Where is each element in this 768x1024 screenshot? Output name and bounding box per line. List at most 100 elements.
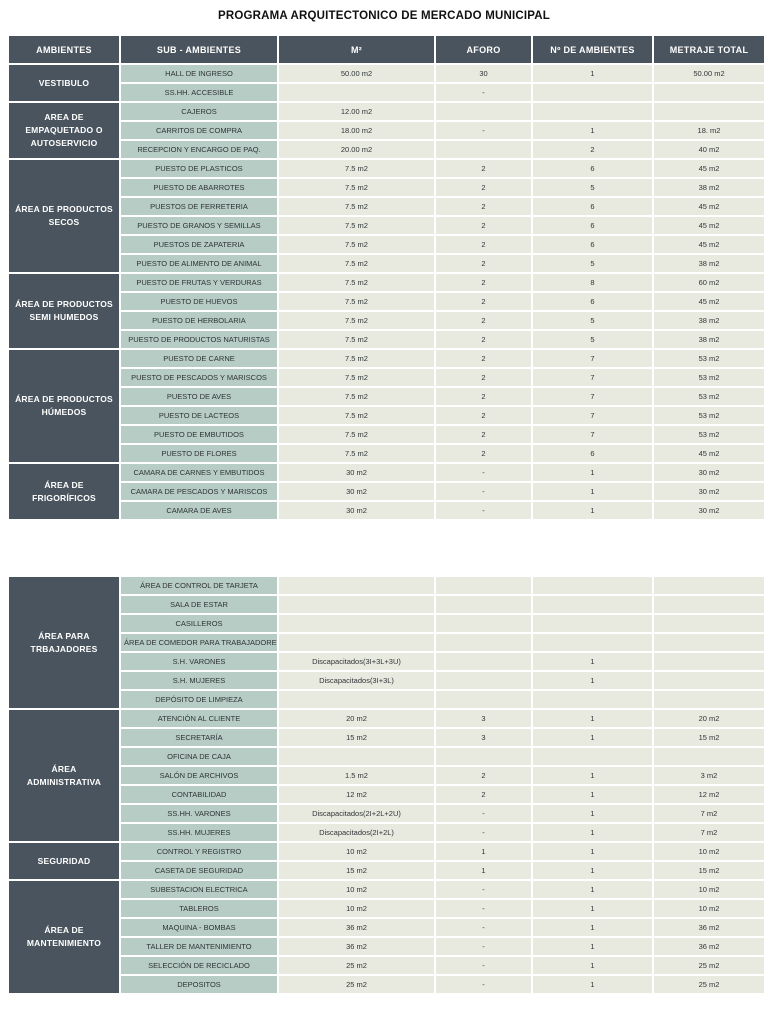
sub-ambiente-cell: SELECCIÓN DE RECICLADO — [121, 957, 277, 974]
table-row: CONTABILIDAD 12 m2 2 1 12 m2 — [9, 786, 764, 803]
value-cell: 1 — [533, 881, 652, 898]
value-cell: 38 m2 — [654, 312, 764, 329]
value-cell — [533, 748, 652, 765]
value-cell: 30 m2 — [279, 464, 434, 481]
sub-ambiente-cell: SS.HH. MUJERES — [121, 824, 277, 841]
value-cell: - — [436, 938, 531, 955]
sub-ambiente-cell: SALA DE ESTAR — [121, 596, 277, 613]
value-cell: 45 m2 — [654, 445, 764, 462]
sub-ambiente-cell: PUESTO DE HERBOLARIA — [121, 312, 277, 329]
value-cell: 7 — [533, 407, 652, 424]
sub-ambiente-cell: SECRETARÍA — [121, 729, 277, 746]
value-cell: 2 — [436, 179, 531, 196]
value-cell: 5 — [533, 255, 652, 272]
value-cell: 7 — [533, 388, 652, 405]
value-cell: 38 m2 — [654, 179, 764, 196]
value-cell: 12 m2 — [279, 786, 434, 803]
value-cell: 50.00 m2 — [279, 65, 434, 82]
sub-ambiente-cell: DEPOSITOS — [121, 976, 277, 993]
value-cell: 10 m2 — [654, 881, 764, 898]
value-cell: 7 — [533, 350, 652, 367]
value-cell — [279, 596, 434, 613]
value-cell: 7 m2 — [654, 805, 764, 822]
value-cell: 10 m2 — [279, 843, 434, 860]
value-cell — [533, 596, 652, 613]
value-cell — [654, 634, 764, 651]
value-cell: 38 m2 — [654, 255, 764, 272]
value-cell: 30 m2 — [654, 464, 764, 481]
table-row: ÁREA PARA TRBAJADORES ÁREA DE CONTROL DE … — [9, 577, 764, 708]
column-header-metraje-total: METRAJE TOTAL — [654, 36, 764, 63]
table-row: CAMARA DE PESCADOS Y MARISCOS 30 m2-1 30 m… — [9, 483, 764, 500]
value-cell: 30 — [436, 65, 531, 82]
value-cell: 6 — [533, 217, 652, 234]
value-cell: 2 — [436, 786, 531, 803]
value-cell — [654, 103, 764, 120]
value-cell: 10 m2 — [279, 881, 434, 898]
table-row: RECEPCION Y ENCARGO DE PAQ. 20.00 m2 2 40 m… — [9, 141, 764, 158]
value-cell — [279, 748, 434, 765]
value-cell: 6 — [533, 293, 652, 310]
sub-ambiente-cell: HALL DE INGRESO — [121, 65, 277, 82]
table-row: SECRETARÍA 15 m2 3 1 15 m2 — [9, 729, 764, 746]
program-table-lower: ÁREA PARA TRBAJADORES ÁREA DE CONTROL DE … — [7, 575, 766, 995]
table-row: DEPÓSITO DE LIMPIEZA — [9, 691, 764, 708]
table-row: PUESTO DE ABARROTES 7.5 m2 2 5 38 m2 — [9, 179, 764, 196]
sub-ambiente-cell: PUESTO DE HUEVOS — [121, 293, 277, 310]
sub-ambiente-cell: ATENCIÓN AL CLIENTE — [121, 710, 277, 727]
value-cell — [436, 577, 531, 594]
table-row: SS.HH. MUJERES Discapacitados(2I+2L) -1 7 m… — [9, 824, 764, 841]
sub-ambiente-cell: SALÓN DE ARCHIVOS — [121, 767, 277, 784]
value-cell — [654, 653, 764, 670]
value-cell: 7.5 m2 — [279, 312, 434, 329]
value-cell: 20 m2 — [654, 710, 764, 727]
value-cell: 1 — [533, 65, 652, 82]
table-row: SALÓN DE ARCHIVOS 1.5 m2 2 1 3 m2 — [9, 767, 764, 784]
sub-ambiente-cell: PUESTO DE GRANOS Y SEMILLAS — [121, 217, 277, 234]
value-cell: 6 — [533, 236, 652, 253]
value-cell: 1 — [533, 122, 652, 139]
sub-ambiente-cell: PUESTO DE ABARROTES — [121, 179, 277, 196]
value-cell — [436, 672, 531, 689]
category-cell: SEGURIDAD — [9, 843, 119, 879]
value-cell: - — [436, 881, 531, 898]
value-cell — [533, 577, 652, 594]
value-cell: 1 — [533, 862, 652, 879]
value-cell: 1 — [436, 843, 531, 860]
table-row: SALA DE ESTAR — [9, 596, 764, 613]
value-cell — [533, 615, 652, 632]
value-cell: 1 — [533, 786, 652, 803]
value-cell: 2 — [436, 407, 531, 424]
table-row: PUESTOS DE FERRETERIA 7.5 m2 2 6 45 m2 — [9, 198, 764, 215]
value-cell: 30 m2 — [279, 483, 434, 500]
value-cell — [436, 615, 531, 632]
value-cell — [436, 634, 531, 651]
table-row: ÁREA DE FRIGORÍFICOS CAMARA DE CARNES Y E… — [9, 464, 764, 519]
value-cell: Discapacitados(3I+3L) — [279, 672, 434, 689]
table-row: ÁREA DE PRODUCTOS HÚMEDOS PUESTO DE CARNE… — [9, 350, 764, 462]
value-cell: - — [436, 919, 531, 936]
value-cell — [533, 84, 652, 101]
value-cell: 7.5 m2 — [279, 426, 434, 443]
sub-ambiente-cell: CASILLEROS — [121, 615, 277, 632]
value-cell: 36 m2 — [654, 919, 764, 936]
value-cell — [436, 141, 531, 158]
table-row: PUESTO DE FLORES 7.5 m2 2 6 45 m2 — [9, 445, 764, 462]
value-cell: 36 m2 — [654, 938, 764, 955]
sub-ambiente-cell: TALLER DE MANTENIMIENTO — [121, 938, 277, 955]
value-cell: 1 — [533, 464, 652, 481]
value-cell: 6 — [533, 198, 652, 215]
value-cell: 2 — [436, 198, 531, 215]
value-cell: 53 m2 — [654, 426, 764, 443]
value-cell: 2 — [436, 350, 531, 367]
table-row: S.H. MUJERES Discapacitados(3I+3L) 1 — [9, 672, 764, 689]
sub-ambiente-cell: OFICINA DE CAJA — [121, 748, 277, 765]
value-cell — [436, 596, 531, 613]
value-cell: 3 — [436, 729, 531, 746]
value-cell: 1 — [533, 483, 652, 500]
table-row: CASETA DE SEGURIDAD 15 m2 1 1 15 m2 — [9, 862, 764, 879]
sub-ambiente-cell: SUBESTACION ELECTRICA — [121, 881, 277, 898]
value-cell: 7 — [533, 369, 652, 386]
value-cell: 1 — [533, 653, 652, 670]
value-cell: 25 m2 — [654, 976, 764, 993]
